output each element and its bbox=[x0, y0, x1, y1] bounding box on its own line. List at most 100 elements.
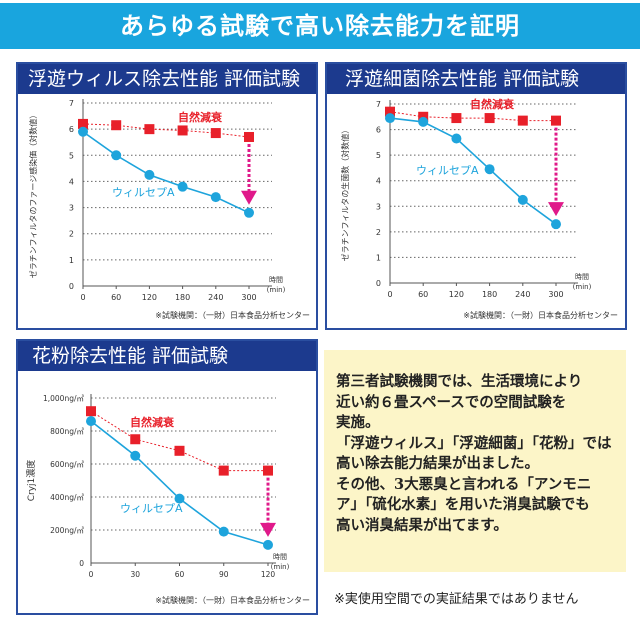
virus-test-panel: 浮遊ウィルス除去性能 評価試験 bbox=[16, 62, 318, 330]
panel-title: 浮遊ウィルス除去性能 評価試験 bbox=[18, 64, 316, 94]
data-point-product bbox=[451, 133, 462, 144]
x-tick-label: 60 bbox=[418, 290, 428, 299]
data-point-natural bbox=[210, 128, 221, 139]
x-tick-label: 90 bbox=[219, 570, 229, 579]
y-tick-label: 3 bbox=[69, 204, 74, 213]
legend-product: ウィルセプA bbox=[416, 164, 479, 177]
data-point-product bbox=[144, 169, 155, 180]
data-point-product bbox=[174, 493, 185, 504]
y-tick-label: 1,000ng/㎥ bbox=[43, 394, 85, 403]
y-tick-label: 2 bbox=[69, 230, 74, 239]
y-tick-label: 400ng/㎥ bbox=[50, 493, 84, 502]
data-point-natural bbox=[174, 445, 185, 456]
y-tick-label: 6 bbox=[376, 126, 381, 135]
x-tick-label: 120 bbox=[449, 290, 464, 299]
series-line-natural bbox=[389, 111, 556, 122]
footnote: ※実使用空間での実証結果ではありません bbox=[334, 592, 579, 607]
series-line-product bbox=[82, 131, 250, 214]
data-point-product bbox=[385, 113, 395, 124]
description-line: 近い約６畳スペースでの空間試験を bbox=[336, 393, 567, 411]
data-point-product bbox=[517, 194, 528, 205]
x-tick-label: 0 bbox=[387, 290, 392, 299]
source-note: ※試験機関：（一財）日本食品分析センター bbox=[155, 595, 310, 605]
panel-title: 花粉除去性能 評価試験 bbox=[18, 341, 316, 371]
data-point-natural bbox=[451, 113, 462, 124]
y-axis-label: ゼラチンフィルタの生菌数（対数値） bbox=[340, 126, 350, 262]
data-point-product bbox=[551, 219, 561, 230]
data-point-natural bbox=[111, 120, 122, 131]
data-point-natural bbox=[130, 434, 141, 445]
reduction-arrow-head bbox=[260, 522, 276, 537]
y-tick-label: 6 bbox=[69, 125, 74, 134]
y-tick-label: 0 bbox=[376, 279, 381, 288]
description-line: 高い除去能力結果が出ました。 bbox=[336, 455, 539, 472]
x-axis-label: 時間 bbox=[273, 553, 287, 561]
description-line: ア」「硫化水素」を用いた消臭試験でも bbox=[336, 496, 590, 513]
y-tick-label: 0 bbox=[69, 282, 74, 291]
y-tick-label: 2 bbox=[376, 228, 381, 237]
y-tick-label: 600ng/㎥ bbox=[50, 460, 84, 469]
x-tick-label: 120 bbox=[142, 293, 157, 302]
data-point-natural bbox=[263, 465, 273, 476]
description-line: 第三者試験機関では、生活環境により bbox=[336, 373, 583, 390]
data-point-product bbox=[263, 539, 273, 550]
x-tick-label: 60 bbox=[175, 570, 185, 579]
page-banner-title: あらゆる試験で高い除去能力を証明 bbox=[0, 3, 640, 49]
y-axis-label: Cryj1濃度 bbox=[25, 460, 37, 502]
data-point-product bbox=[86, 416, 96, 427]
series-line-product bbox=[90, 420, 269, 546]
source-note: ※試験機関：（一財）日本食品分析センター bbox=[155, 310, 310, 320]
legend-product: ウィルセプA bbox=[120, 502, 183, 515]
data-point-product bbox=[130, 450, 141, 461]
data-point-product bbox=[418, 116, 429, 127]
y-tick-label: 4 bbox=[69, 177, 74, 186]
y-tick-label: 1 bbox=[69, 256, 74, 265]
data-point-product bbox=[210, 192, 221, 203]
y-tick-label: 3 bbox=[376, 202, 381, 211]
data-point-product bbox=[218, 526, 229, 537]
x-axis-unit: (min) bbox=[573, 283, 592, 291]
y-tick-label: 1 bbox=[376, 253, 381, 262]
y-tick-label: 7 bbox=[376, 100, 381, 109]
data-point-natural bbox=[484, 113, 495, 124]
description-line: 高い消臭結果が出てます。 bbox=[336, 516, 508, 534]
x-tick-label: 0 bbox=[89, 570, 94, 579]
data-point-natural bbox=[418, 111, 429, 122]
x-tick-label: 0 bbox=[80, 293, 85, 302]
y-tick-label: 800ng/㎥ bbox=[50, 427, 84, 436]
series-line-product bbox=[389, 117, 557, 225]
x-axis-label: 時間 bbox=[269, 276, 283, 284]
legend-natural: 自然減衰 bbox=[178, 110, 223, 124]
data-point-product bbox=[244, 207, 254, 218]
data-point-product bbox=[111, 150, 122, 161]
series-line-natural bbox=[90, 410, 268, 472]
x-tick-label: 180 bbox=[175, 293, 190, 302]
x-tick-label: 300 bbox=[548, 290, 563, 299]
data-point-natural bbox=[144, 124, 155, 135]
y-tick-label: 0 bbox=[79, 559, 84, 568]
y-axis-label: ゼラチンフィルタのファージ感染価（対数値） bbox=[28, 111, 38, 278]
description-line: 実施。 bbox=[336, 414, 380, 431]
legend-natural: 自然減衰 bbox=[470, 97, 515, 111]
legend-natural: 自然減衰 bbox=[130, 415, 175, 429]
x-tick-label: 30 bbox=[130, 570, 140, 579]
data-point-natural bbox=[78, 118, 88, 129]
series-line-natural bbox=[82, 123, 250, 138]
bacteria-test-panel: 浮遊細菌除去性能 評価試験 bbox=[325, 62, 627, 330]
chart-2: 0 200ng/㎥ 400ng/㎥ 600ng/㎥ 800ng/㎥ 1,000ng/㎥ 0 3… bbox=[25, 394, 310, 605]
data-point-natural bbox=[218, 465, 229, 476]
data-point-product bbox=[484, 164, 495, 175]
description-box: 第三者試験機関では、生活環境により 近い約６畳スペースでの空間試験を 実施。 「… bbox=[324, 350, 626, 572]
chart-0: 0 1 2 3 4 5 6 7 0 60 120 180 240 300 時間 (min) ゼラチンフィルタのフ… bbox=[28, 99, 310, 320]
x-tick-label: 60 bbox=[111, 293, 121, 302]
data-point-natural bbox=[177, 125, 188, 136]
x-tick-label: 120 bbox=[261, 570, 276, 579]
pollen-test-panel: 花粉除去性能 評価試験 bbox=[16, 339, 318, 615]
x-tick-label: 240 bbox=[515, 290, 530, 299]
data-point-product bbox=[78, 126, 88, 137]
reduction-arrow-head bbox=[241, 190, 257, 205]
description-line: 「浮遊ウィルス」「浮遊細菌」「花粉」では bbox=[336, 434, 612, 452]
y-tick-label: 4 bbox=[376, 177, 381, 186]
data-point-natural bbox=[244, 131, 254, 142]
